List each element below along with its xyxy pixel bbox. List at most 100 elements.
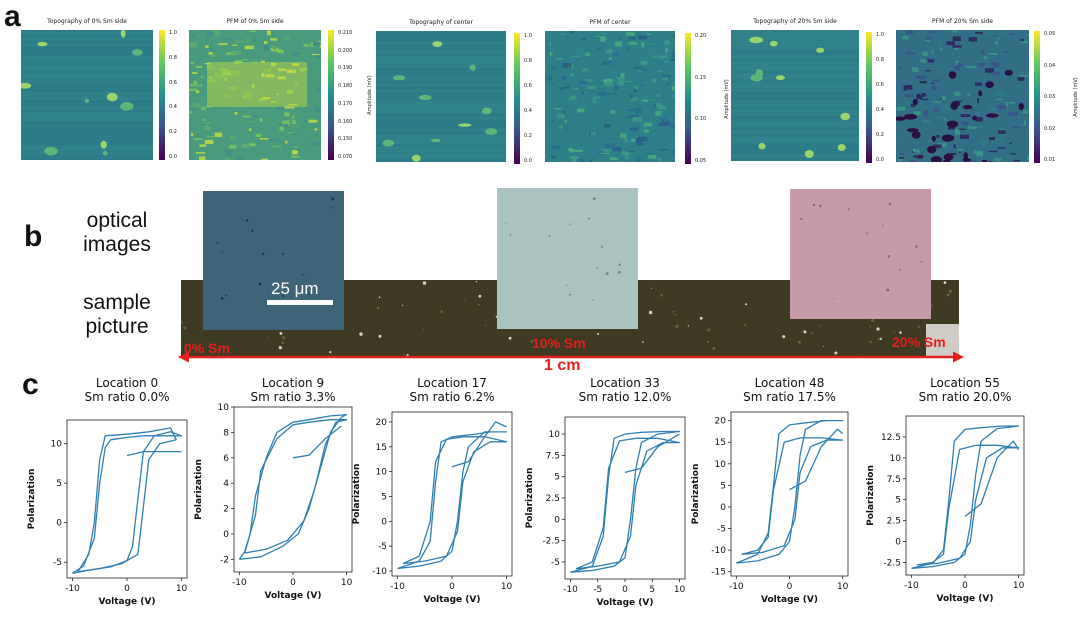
y-axis-label: Polarization (691, 464, 701, 525)
pfm-domain (637, 159, 641, 162)
pfm-domain (995, 91, 1004, 96)
x-tick-label: 10 (837, 582, 849, 592)
topography-feature (816, 48, 824, 53)
pfm-domain (961, 122, 968, 125)
y-tick-label: -10 (372, 567, 387, 577)
topography-feature (412, 155, 421, 162)
pfm-domain (974, 151, 982, 154)
pfm-domain (264, 41, 267, 44)
y-tick-label: -15 (711, 568, 726, 578)
pfm-domain (246, 39, 249, 44)
pfm-domain (665, 40, 670, 45)
map-title: Topography of 20% Sm side (721, 18, 869, 25)
hysteresis-loop (576, 438, 680, 569)
optical-speckle (225, 295, 227, 297)
colorbar-tick-label: 0.150 (338, 136, 352, 142)
pfm-dark-domain (963, 158, 971, 162)
pfm-domain (191, 133, 193, 136)
pfm-domain (191, 62, 194, 64)
topography-map (376, 31, 506, 162)
optical-speckle (566, 285, 567, 286)
pfm-domain (196, 66, 202, 67)
colorbar-tick-label: 0.2 (524, 133, 532, 139)
pfm-domain (638, 70, 642, 71)
pfm-domain (579, 81, 588, 84)
pfm-domain (998, 130, 1006, 134)
topography-feature (85, 99, 90, 103)
x-tick-label: 0 (962, 581, 968, 591)
y-tick-label: 0 (895, 538, 901, 548)
pfm-domain (655, 111, 661, 115)
x-axis-label: Voltage (V) (937, 594, 994, 604)
optical-speckle (282, 253, 284, 255)
optical-speckle (251, 230, 253, 232)
label-10-sm: 10% Sm (532, 335, 586, 351)
topography-feature (776, 75, 785, 80)
pfm-domain (194, 138, 204, 140)
x-tick-label: 0 (449, 582, 455, 592)
pfm-domain (551, 156, 557, 159)
optical-speckle (848, 208, 850, 210)
topography-feature (838, 144, 846, 151)
strip-speckle (282, 336, 285, 339)
y-tick-label: 10 (715, 460, 727, 470)
pfm-domain (998, 147, 1006, 149)
pfm-domain (916, 147, 925, 150)
colorbar-tick-label: 0.8 (524, 58, 532, 64)
pfm-domain (230, 136, 236, 139)
pfm-domain (562, 34, 565, 35)
optical-speckles (203, 188, 933, 330)
y-tick-label: 7.5 (887, 475, 901, 485)
pfm-domain (981, 141, 988, 145)
hysteresis-loop (398, 432, 507, 569)
optical-speckle (921, 261, 923, 263)
pfm-domain (574, 88, 578, 89)
y-tick-label: -5 (53, 558, 62, 568)
hysteresis-loop (127, 452, 182, 456)
pfm-domain (562, 77, 566, 80)
topography-feature (37, 42, 47, 46)
pfm-domain (924, 111, 928, 115)
pfm-domain (190, 84, 196, 86)
pfm-domain (954, 48, 959, 50)
y-axis-label: Polarization (352, 464, 362, 525)
y-tick-label: 5 (381, 492, 387, 502)
strip-speckle (282, 342, 284, 344)
pfm-domain (975, 83, 982, 86)
pfm-domain (966, 66, 976, 68)
x-tick-label: -10 (729, 582, 744, 592)
pfm-domain (622, 81, 631, 83)
x-tick-label: -10 (390, 582, 405, 592)
label-0-sm: 0% Sm (184, 340, 230, 356)
pfm-domain (912, 67, 918, 72)
optical-speckle (606, 272, 609, 275)
pfm-domain (954, 66, 960, 71)
hysteresis-loop (736, 421, 842, 563)
pfm-domain (928, 59, 934, 62)
pfm-dark-domain (947, 121, 958, 128)
colorbar-tick-label: 0.200 (338, 48, 352, 54)
colorbar-tick-label: 0.05 (1044, 31, 1055, 37)
pfm-domain (672, 52, 675, 57)
pfm-domain (667, 83, 671, 86)
pfm-domain (989, 137, 995, 140)
x-axis-label: Voltage (V) (424, 595, 481, 605)
sample-picture-label: sample picture (64, 291, 170, 339)
pfm-domain (897, 107, 906, 111)
pfm-domain (196, 152, 206, 154)
pfm-domain (942, 107, 952, 111)
pfm-bright-band (207, 62, 307, 107)
y-tick-label: 8 (223, 428, 229, 438)
pfm-domain (644, 105, 650, 106)
pfm-domain (957, 63, 963, 66)
y-tick-label: -5 (551, 558, 560, 568)
strip-speckle (947, 293, 950, 296)
pfm-domain (571, 73, 575, 76)
pfm-domain (627, 47, 630, 50)
pfm-domain (984, 56, 988, 59)
pfm-domain (905, 94, 914, 97)
y-axis-label: Polarization (866, 465, 876, 526)
optical-speckle (800, 218, 802, 220)
optical-speckle (221, 297, 224, 300)
pfm-dark-domain (985, 81, 994, 88)
